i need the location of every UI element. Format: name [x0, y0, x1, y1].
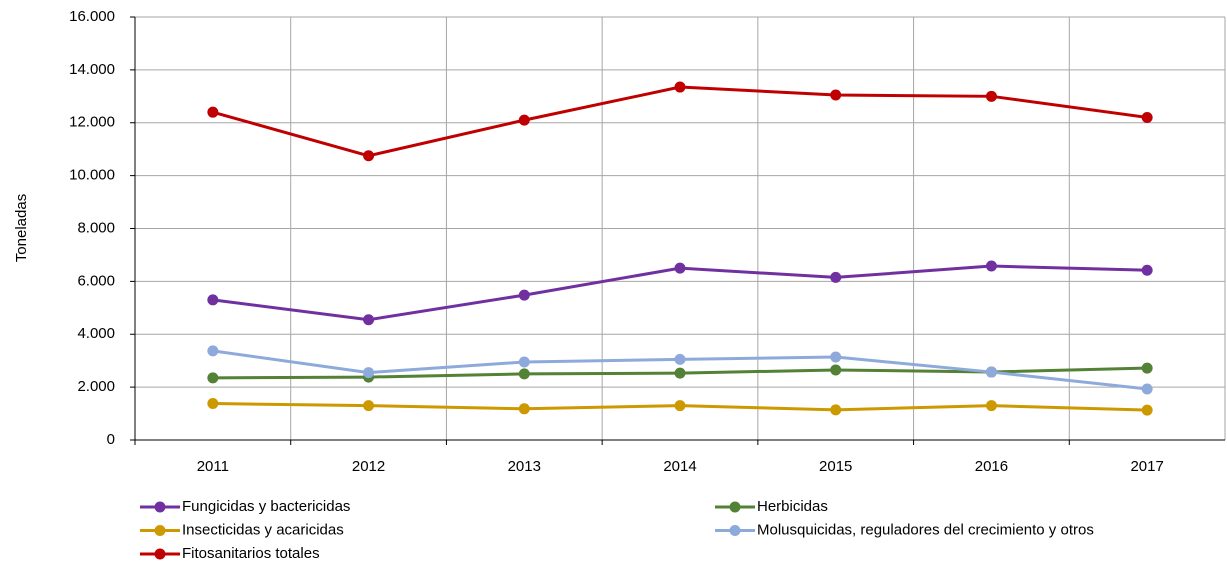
point [207, 106, 219, 118]
point [363, 400, 375, 412]
point [207, 372, 219, 384]
point [674, 262, 686, 274]
point [518, 356, 530, 368]
point [830, 404, 842, 416]
point [985, 400, 997, 412]
point [363, 150, 375, 162]
series-line [212, 85, 1148, 158]
legend-marker [154, 548, 166, 560]
point [518, 403, 530, 415]
point [1141, 362, 1153, 374]
point [674, 400, 686, 412]
y-axis-label: Toneladas [13, 194, 30, 262]
point [207, 294, 219, 306]
x-tick-label: 2011 [197, 458, 229, 475]
point [363, 367, 375, 379]
x-tick-label: 2015 [819, 458, 852, 475]
y-tick-label: 8.000 [77, 219, 115, 236]
x-tick-label: 2014 [663, 458, 696, 475]
legend-marker [729, 525, 741, 536]
series-line [212, 264, 1148, 322]
point [1141, 383, 1153, 395]
y-tick-label: 14.000 [69, 61, 115, 78]
y-tick-label: 16.000 [69, 8, 115, 25]
x-tick-label: 2016 [975, 458, 1008, 475]
point [518, 368, 530, 380]
legend-marker [154, 525, 166, 536]
point [518, 289, 530, 301]
point [674, 367, 686, 379]
legend-label: Molusquicidas, reguladores del crecimien… [757, 521, 1094, 538]
point [1141, 404, 1153, 416]
y-tick-label: 2.000 [77, 378, 115, 395]
x-tick-label: 2013 [508, 458, 541, 475]
point [1141, 111, 1153, 123]
x-tick-label: 2012 [352, 458, 385, 475]
legend-marker [154, 501, 166, 513]
legend-marker [729, 501, 741, 513]
x-tick-label: 2017 [1130, 458, 1163, 475]
y-tick-label: 4.000 [77, 325, 115, 342]
legend-label: Fungicidas y bactericidas [182, 498, 350, 515]
y-tick-label: 0 [107, 431, 115, 448]
y-tick-label: 12.000 [69, 114, 115, 131]
legend-label: Herbicidas [757, 498, 828, 515]
y-tick-label: 6.000 [77, 272, 115, 289]
point [985, 90, 997, 102]
point [830, 271, 842, 283]
y-tick-label: 10.000 [69, 167, 115, 184]
point [674, 353, 686, 365]
point [985, 260, 997, 272]
point [207, 345, 219, 357]
legend-label: Insecticidas y acaricidas [182, 521, 344, 538]
legend-label: Fitosanitarios totales [182, 545, 320, 562]
point [985, 366, 997, 378]
point [518, 114, 530, 126]
point [207, 398, 219, 410]
point [363, 314, 375, 326]
point [830, 89, 842, 101]
point [830, 364, 842, 376]
point [830, 351, 842, 363]
point [1141, 264, 1153, 276]
point [674, 81, 686, 93]
